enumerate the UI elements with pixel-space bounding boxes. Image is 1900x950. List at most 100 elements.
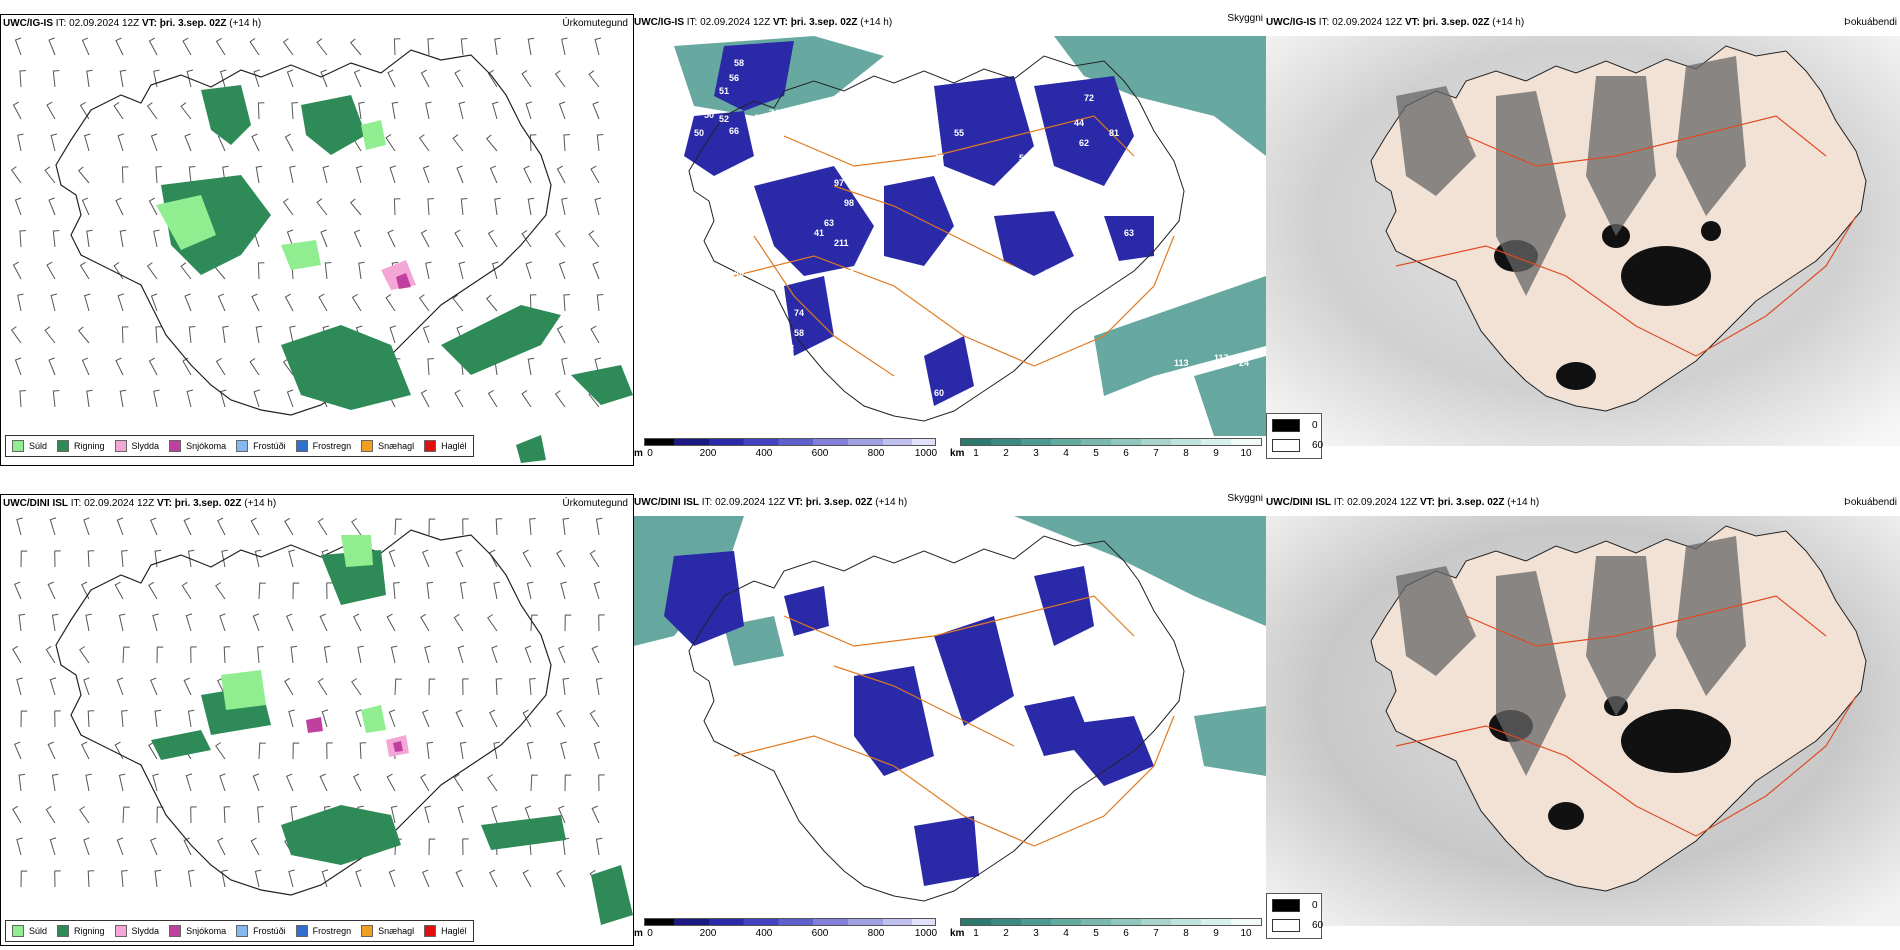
lead-time: (+14 h)	[244, 498, 277, 509]
wind-barb	[221, 869, 228, 888]
lead-time: (+14 h)	[860, 17, 893, 28]
wind-barb	[81, 197, 90, 216]
wind-barb	[318, 293, 328, 312]
cloud-base-label: 61	[1034, 178, 1044, 188]
legend-item: Snæhagl	[361, 440, 414, 452]
wind-barb	[286, 389, 294, 408]
wind-barb	[148, 357, 158, 376]
cloud-base-label: 70	[754, 353, 764, 363]
cloud-base-label: 123	[964, 198, 979, 208]
wind-barb	[219, 773, 226, 792]
wind-barb	[494, 37, 501, 56]
swatch-hagel	[424, 440, 437, 452]
fog-map-row2	[1266, 516, 1900, 926]
wind-barb	[183, 677, 192, 696]
wind-barb	[79, 806, 90, 824]
wind-barb	[527, 357, 535, 376]
wind-barb	[385, 293, 396, 312]
wind-barb	[252, 773, 260, 792]
it-value: 02.09.2024 12Z	[700, 17, 771, 28]
visibility-shading	[634, 516, 1266, 776]
wind-barb	[525, 101, 532, 120]
wind-barb	[12, 101, 22, 120]
wind-barb	[595, 837, 603, 856]
wind-barb	[185, 613, 193, 632]
vbar-tick: 3	[1033, 448, 1039, 459]
wind-barb	[385, 133, 396, 152]
panel-title: Úrkomutegund	[562, 498, 628, 509]
wind-barb	[44, 326, 56, 344]
wind-barb	[49, 677, 57, 696]
swatch-snaehagl	[361, 440, 374, 452]
it-label: IT:	[701, 497, 713, 508]
wind-barb	[353, 229, 362, 248]
wind-barb	[489, 165, 498, 184]
legend-item: Snjókoma	[169, 440, 226, 452]
cloud-base-unit: m	[634, 448, 643, 459]
wind-barb	[394, 678, 402, 696]
fog-panel-row2: UWC/DINI ISL IT: 02.09.2024 12Z VT: þri.…	[1266, 494, 1900, 946]
wind-barb	[116, 837, 124, 856]
roads	[733, 595, 1175, 847]
swatch-sudd	[12, 440, 24, 452]
fog-roads	[1395, 115, 1857, 357]
wind-barb	[153, 389, 160, 408]
wind-barb	[558, 645, 566, 664]
wind-barb	[54, 550, 61, 568]
wind-barb	[491, 805, 498, 824]
precip-legend: Súld Rigning Slydda Snjókoma Frostúði Fr…	[5, 435, 474, 457]
wind-barb	[349, 198, 362, 216]
vbar-tick: 2	[1003, 448, 1009, 459]
wind-barb	[156, 806, 164, 824]
wind-barb	[249, 357, 260, 376]
legend-item: Frostúði	[236, 925, 286, 937]
vbar-tick: 1	[973, 928, 979, 939]
swatch-frostregn	[295, 925, 308, 937]
wind-barb	[453, 613, 464, 632]
legend-item: Slydda	[114, 440, 159, 452]
fog-legend-label: 0	[1312, 900, 1318, 911]
wind-barb	[529, 134, 537, 152]
cloud-base-colorbar: m 0 200 400 600 800 1000	[634, 918, 944, 944]
wind-barb	[388, 869, 396, 888]
vt-value: þri. 3.sep. 02Z	[790, 17, 858, 28]
wind-barb	[150, 837, 158, 856]
cloud-base-label: 63	[1084, 278, 1094, 288]
wind-barb	[485, 294, 498, 312]
cloud-base-label: 58	[794, 328, 804, 338]
it-value: 02.09.2024 12Z	[715, 497, 786, 508]
visibility-ramp	[960, 918, 1262, 926]
cloud-base-label: 148	[1004, 198, 1019, 208]
wind-barb	[54, 870, 61, 888]
precip-legend: Súld Rigning Slydda Snjókoma Frostúði Fr…	[5, 920, 474, 942]
wind-barb	[20, 870, 28, 888]
wind-barb	[148, 581, 158, 600]
wind-barb	[457, 805, 465, 824]
wind-barb	[289, 165, 296, 184]
wind-barb	[258, 742, 266, 760]
wind-barb	[154, 549, 162, 568]
wind-barb	[427, 198, 434, 216]
cloud-base-label: 95	[1144, 188, 1154, 198]
wind-barb	[146, 262, 158, 280]
cloud-base-label: 24	[1239, 358, 1249, 368]
swatch-slydda	[114, 925, 127, 937]
wind-barb	[487, 389, 498, 408]
wind-barb	[428, 838, 436, 856]
wind-barb	[183, 837, 192, 856]
wind-barb	[349, 38, 362, 56]
fog-map-row1	[1266, 36, 1900, 446]
wind-barb	[184, 293, 192, 312]
cloud-base-shading	[684, 41, 1154, 406]
wind-barb	[425, 261, 432, 280]
vbar-tick: 4	[1063, 448, 1069, 459]
cbar-tick: 800	[867, 448, 885, 459]
vbar-tick: 6	[1123, 928, 1129, 939]
cbar-tick: 600	[811, 928, 829, 939]
wind-barb	[592, 261, 600, 280]
cloud-base-label: 94	[1139, 133, 1149, 143]
swatch-sudd	[12, 925, 24, 937]
wind-barb	[282, 358, 294, 376]
wind-barb	[554, 70, 566, 88]
